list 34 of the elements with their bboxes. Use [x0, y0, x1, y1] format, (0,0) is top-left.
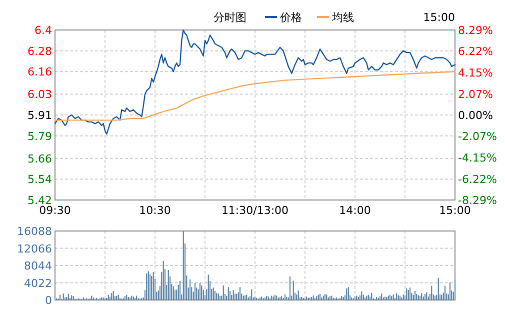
y2-tick-label: 0.00%	[458, 109, 493, 122]
y-tick-label: 12066	[17, 242, 52, 256]
y-tick-label: 6.4	[34, 24, 52, 37]
y2-tick-label: -2.07%	[458, 130, 497, 144]
y-tick-label: 6.16	[28, 66, 52, 79]
y-tick-label: 5.54	[28, 173, 52, 186]
y-tick-label: 5.91	[28, 109, 52, 122]
y-tick-label: 8044	[24, 260, 52, 272]
y-tick-label: 6.28	[28, 44, 52, 58]
y-tick-label: 5.79	[28, 130, 52, 143]
text: 15:00	[423, 11, 455, 24]
y2-tick-label: 4.15%	[458, 66, 493, 80]
y2-tick-label: -4.15%	[458, 152, 497, 165]
y-tick-label: 5.66	[28, 152, 52, 166]
legend-label: 均线	[331, 11, 354, 24]
y2-tick-label: -8.29%	[458, 194, 497, 207]
x-tick-label: 10:30	[139, 204, 171, 217]
y-tick-label: 4022	[24, 276, 52, 290]
line-series	[54, 71, 456, 121]
y2-tick-label: 6.22%	[458, 45, 493, 58]
y2-tick-label: 8.29%	[458, 24, 493, 37]
x-tick-label: 14:00	[339, 204, 371, 217]
x-tick-label: 15:00	[439, 204, 471, 217]
x-tick-label: 11:30/13:00	[221, 204, 289, 217]
y-tick-label: 16088	[17, 225, 52, 238]
legend-label: 价格	[279, 11, 302, 24]
y-tick-label: 6.03	[28, 88, 52, 102]
x-tick-label: 09:30	[39, 204, 71, 217]
y2-tick-label: 2.07%	[458, 88, 493, 101]
y-tick-label: 5.42	[28, 194, 52, 207]
y2-tick-label: -6.22%	[458, 172, 497, 186]
y-tick-label: 0	[45, 294, 52, 307]
line-series	[54, 29, 456, 135]
chart-title: 分时图	[214, 11, 246, 24]
